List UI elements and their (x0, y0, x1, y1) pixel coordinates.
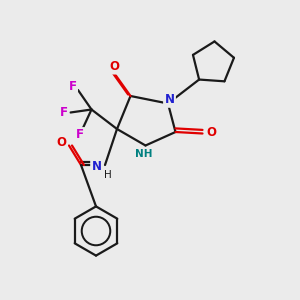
Text: F: F (69, 80, 76, 93)
Text: F: F (76, 128, 84, 142)
Text: F: F (60, 106, 68, 119)
Text: H: H (103, 169, 111, 180)
Text: N: N (92, 160, 102, 173)
Text: N: N (164, 93, 175, 106)
Text: NH: NH (135, 149, 153, 159)
Text: O: O (56, 136, 67, 149)
Text: O: O (109, 60, 119, 73)
Text: O: O (206, 125, 216, 139)
